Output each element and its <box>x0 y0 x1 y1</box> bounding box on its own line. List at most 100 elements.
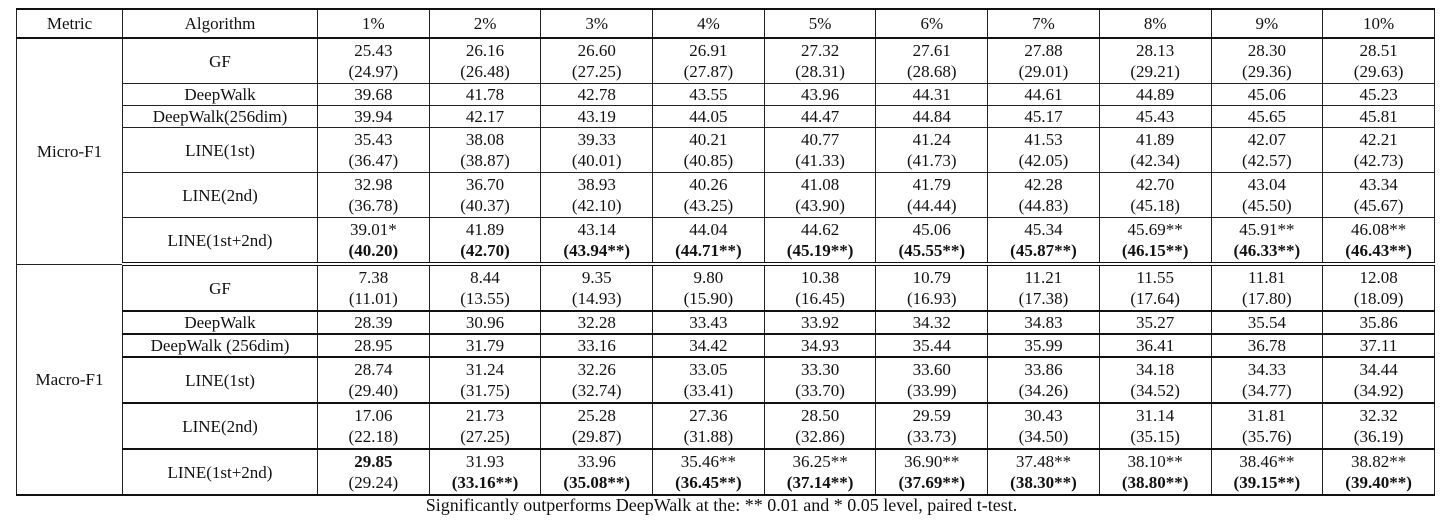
value-main: 35.43 <box>354 130 393 149</box>
value-paren: (29.40) <box>348 381 399 400</box>
value-main: 37.48** <box>1015 452 1072 471</box>
table-row: Macro-F1 GF 7.38 (11.01) 8.44 (13.55) 9.35 (14.… <box>16 263 1435 496</box>
algorithm-cell: LINE(2nd) <box>122 172 318 218</box>
value-cell: 44.05 <box>652 105 765 128</box>
value-main: 33.43 <box>689 313 728 332</box>
value-main: 34.83 <box>1024 313 1063 332</box>
value-cell: 10.79 (16.93) <box>875 263 989 312</box>
algorithm-cell: DeepWalk (256dim) <box>122 333 318 358</box>
value-main: 36.78 <box>1247 336 1286 355</box>
value-cell: 35.44 <box>875 333 989 358</box>
value-main: 36.41 <box>1136 336 1175 355</box>
value-cell: 8.44 (13.55) <box>428 263 542 312</box>
value-main: 43.55 <box>689 85 728 104</box>
value-cell: 43.55 <box>652 83 765 106</box>
value-paren: (17.64) <box>1130 289 1180 308</box>
value-cell: 31.14 (35.15) <box>1098 402 1212 450</box>
value-main: 36.70 <box>465 175 505 194</box>
value-cell: 42.07 (42.57) <box>1210 127 1324 173</box>
value-paren: (45.19**) <box>786 241 854 260</box>
value-paren: (41.33) <box>795 151 845 170</box>
value-main: 11.21 <box>1024 268 1063 287</box>
value-cell: 35.54 <box>1210 310 1324 335</box>
value-paren: (46.33**) <box>1233 241 1301 260</box>
value-main: 42.70 <box>1136 175 1175 194</box>
value-paren: (42.05) <box>1018 151 1069 170</box>
value-paren: (35.76) <box>1242 427 1292 446</box>
value-main: 26.16 <box>465 41 505 60</box>
value-main: 34.42 <box>689 336 728 355</box>
value-cell: 35.99 <box>987 333 1100 358</box>
value-cell: 32.98 (36.78) <box>317 172 430 218</box>
value-main: 42.21 <box>1359 130 1398 149</box>
value-paren: (43.90) <box>795 196 845 215</box>
value-cell: 29.85 (29.24) <box>317 448 430 496</box>
value-paren: (31.88) <box>683 427 734 446</box>
value-main: 32.26 <box>577 360 616 379</box>
value-main: 42.28 <box>1024 175 1063 194</box>
value-paren: (35.08**) <box>563 473 630 492</box>
value-main: 28.39 <box>354 313 393 332</box>
value-paren: (36.19) <box>1353 427 1404 446</box>
value-cell: 25.43 (24.97) <box>317 37 430 84</box>
value-main: 44.05 <box>689 107 728 126</box>
value-main: 38.08 <box>465 130 505 149</box>
value-cell: 28.39 <box>317 310 430 335</box>
value-main: 28.13 <box>1136 41 1175 60</box>
table-row: DeepWalk(256dim) 39.94 42.17 43.19 44.05 44.4… <box>17 105 1435 128</box>
value-cell: 42.28 (44.83) <box>987 172 1100 218</box>
value-paren: (32.74) <box>571 381 622 400</box>
value-main: 10.38 <box>800 268 840 287</box>
value-main: 39.68 <box>354 85 393 104</box>
value-main: 7.38 <box>358 268 389 287</box>
value-cell: 45.17 <box>987 105 1100 128</box>
value-cell: 45.34 (45.87**) <box>987 217 1100 266</box>
value-cell: 32.26 (32.74) <box>540 356 654 404</box>
value-paren: (44.71**) <box>675 241 742 260</box>
value-paren: (42.10) <box>571 196 622 215</box>
value-main: 25.43 <box>354 41 393 60</box>
value-paren: (33.16**) <box>451 473 519 492</box>
value-cell: 44.04 (44.71**) <box>652 217 765 266</box>
value-cell: 31.79 <box>428 333 542 358</box>
value-main: 35.44 <box>912 336 951 355</box>
algorithm-cell: LINE(1st) <box>122 356 318 404</box>
value-main: 28.30 <box>1247 41 1286 60</box>
value-cell: 34.18 (34.52) <box>1098 356 1212 404</box>
value-paren: (29.01) <box>1018 62 1069 81</box>
value-cell: 42.70 (45.18) <box>1098 172 1212 218</box>
value-cell: 46.08** (46.43**) <box>1322 217 1435 266</box>
table-row: DeepWalk 28.39 30.96 32.28 33.43 33.92 34.32 34… <box>17 310 1435 335</box>
value-cell: 33.92 <box>763 310 877 335</box>
value-cell: 26.91 (27.87) <box>652 37 765 84</box>
value-main: 27.61 <box>912 41 951 60</box>
value-cell: 33.16 <box>540 333 654 358</box>
value-main: 31.24 <box>465 360 505 379</box>
value-paren: (26.48) <box>460 62 510 81</box>
value-cell: 41.08 (43.90) <box>763 172 877 218</box>
value-main: 40.77 <box>800 130 840 149</box>
value-cell: 43.14 (43.94**) <box>540 217 654 266</box>
table-row: LINE(2nd) 17.06 (22.18) 21.73 (27.25) 25.28 (2… <box>17 402 1435 450</box>
value-cell: 32.32 (36.19) <box>1322 402 1435 450</box>
value-main: 44.47 <box>800 107 840 126</box>
value-main: 46.08** <box>1350 220 1407 239</box>
value-paren: (46.15**) <box>1121 241 1189 260</box>
value-main: 45.17 <box>1024 107 1063 126</box>
algorithm-cell: LINE(1st) <box>122 127 318 173</box>
value-cell: 33.86 (34.26) <box>987 356 1100 404</box>
value-main: 44.84 <box>912 107 951 126</box>
value-paren: (40.85) <box>683 151 734 170</box>
value-cell: 28.74 (29.40) <box>317 356 430 404</box>
value-main: 43.96 <box>800 85 840 104</box>
algorithm-cell: LINE(1st+2nd) <box>122 448 318 496</box>
value-cell: 44.61 <box>987 83 1100 106</box>
value-main: 29.59 <box>912 406 951 425</box>
value-cell: 7.38 (11.01) <box>317 263 430 312</box>
value-paren: (37.14**) <box>786 473 854 492</box>
value-main: 38.46** <box>1239 452 1295 471</box>
value-paren: (33.70) <box>795 381 845 400</box>
value-main: 34.32 <box>912 313 951 332</box>
value-cell: 11.21 (17.38) <box>987 263 1100 312</box>
value-main: 32.98 <box>354 175 393 194</box>
